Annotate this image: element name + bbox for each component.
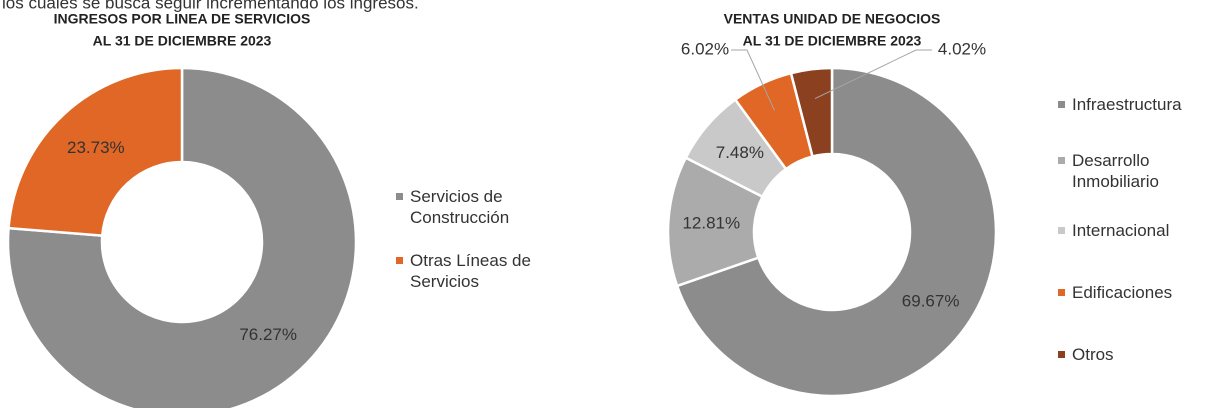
donut-slice xyxy=(675,66,998,398)
legend-label: Desarrollo Inmobiliario xyxy=(1072,151,1159,191)
legend-label: Otros xyxy=(1072,345,1114,364)
chart-title: INGRESOS POR LINEA DE SERVICIOS xyxy=(54,11,311,27)
legend-item: Desarrollo Inmobiliario xyxy=(1058,150,1206,192)
legend-label: Otras Líneas de Servicios xyxy=(410,251,531,291)
data-label: 7.48% xyxy=(716,143,764,162)
legend-item: Otras Líneas de Servicios xyxy=(396,250,576,292)
legend-swatch xyxy=(1058,351,1065,358)
legend-swatch xyxy=(1058,157,1065,164)
legend-label: Servicios de Construcción xyxy=(410,187,510,227)
legend-swatch xyxy=(1058,101,1065,108)
legend-item: Servicios de Construcción xyxy=(396,186,576,228)
data-label: 12.81% xyxy=(682,213,740,232)
legend-swatch xyxy=(1058,289,1065,296)
donut-slice xyxy=(789,66,834,158)
legend-label: Internacional xyxy=(1072,221,1170,240)
data-label: 4.02% xyxy=(938,39,986,58)
legend-item: Otros xyxy=(1058,344,1206,365)
data-label: 6.02% xyxy=(681,39,729,58)
legend-swatch xyxy=(396,257,403,264)
leader-line xyxy=(731,49,775,111)
legend-swatch xyxy=(1058,227,1065,234)
chart-subtitle: AL 31 DE DICIEMBRE 2023 xyxy=(93,33,272,49)
chart-subtitle: AL 31 DE DICIEMBRE 2023 xyxy=(743,33,922,49)
legend-item: Infraestructura xyxy=(1058,94,1206,115)
donut-slice xyxy=(6,66,358,408)
chart-title: VENTAS UNIDAD DE NEGOCIOS xyxy=(724,11,941,27)
data-label: 76.27% xyxy=(239,325,297,344)
data-label: 69.67% xyxy=(902,292,960,311)
legend-label: Infraestructura xyxy=(1072,95,1182,114)
data-label: 23.73% xyxy=(67,138,125,157)
legend-item: Edificaciones xyxy=(1058,282,1206,303)
intro-text: los cuales se busca seguir incrementando… xyxy=(2,0,419,12)
legend-label: Edificaciones xyxy=(1072,283,1173,302)
leader-line xyxy=(814,49,932,100)
legend-swatch xyxy=(396,193,403,200)
legend-item: Internacional xyxy=(1058,220,1206,241)
donut-slice xyxy=(7,66,184,237)
